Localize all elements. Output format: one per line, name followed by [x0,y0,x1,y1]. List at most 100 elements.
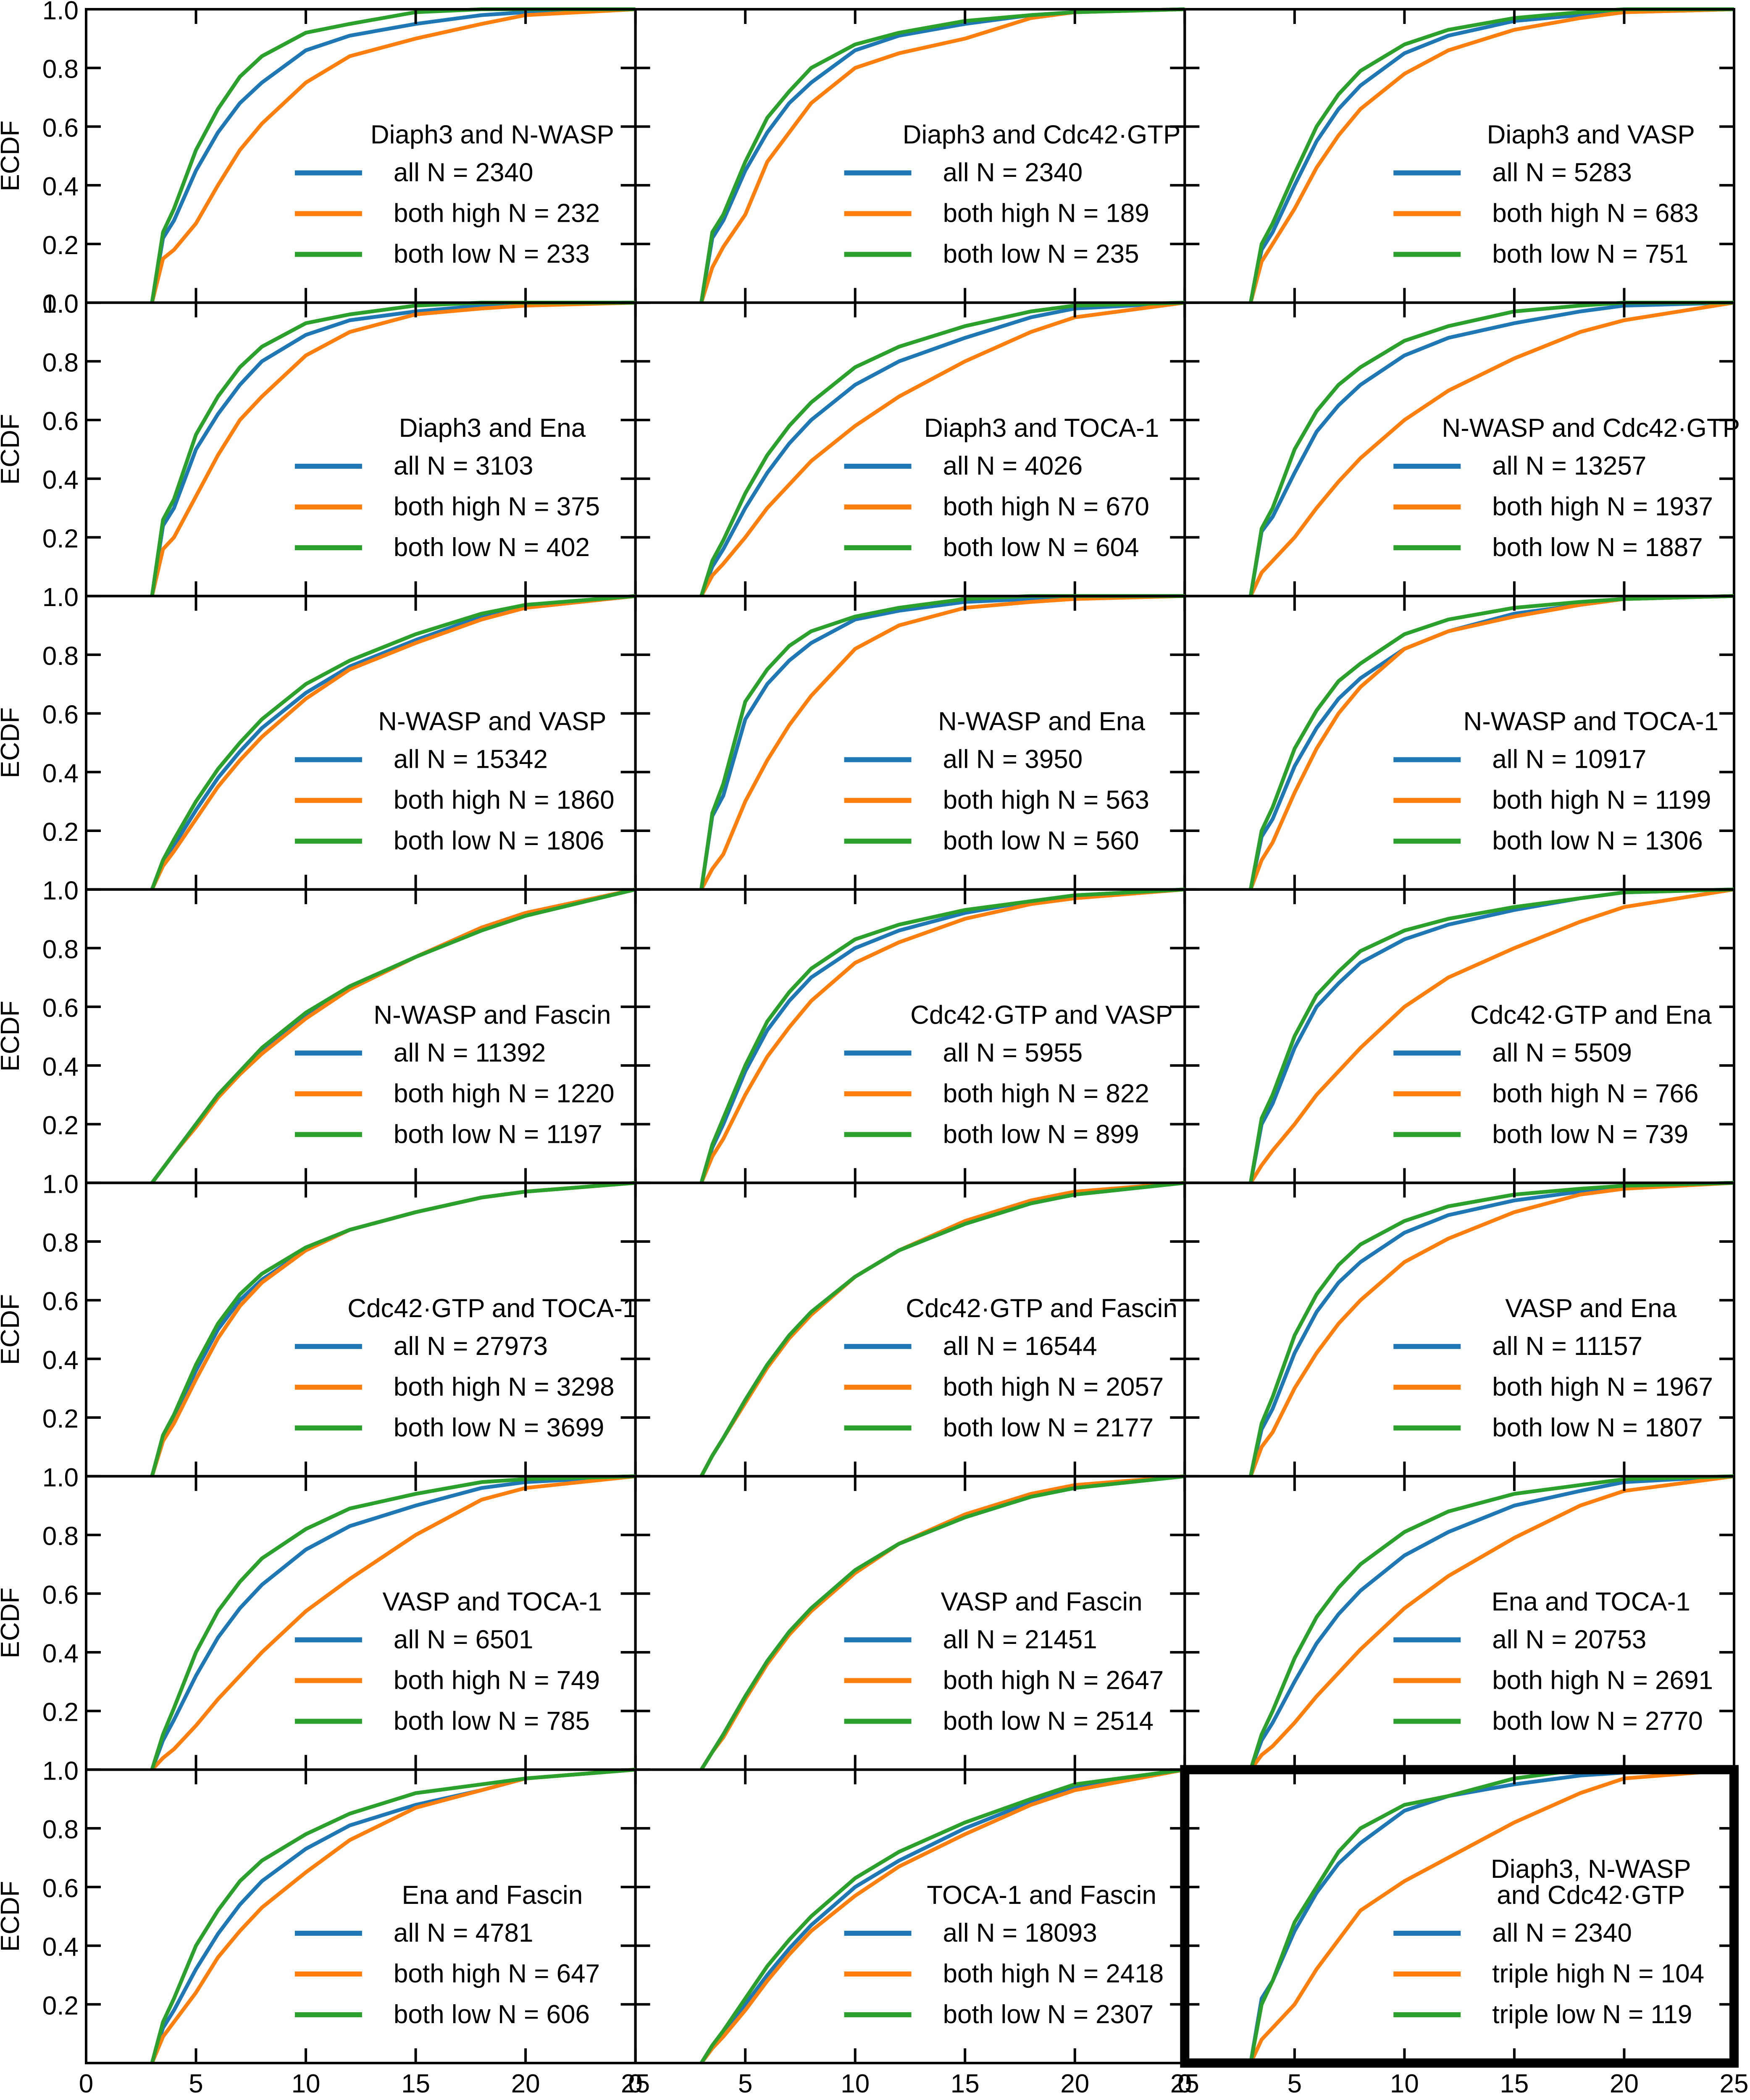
legend-entry: both high N = 232 [394,199,600,228]
legend-entry: all N = 16544 [943,1332,1097,1361]
y-tick-label: 0.2 [42,231,79,260]
legend-title: Diaph3 and VASP [1487,121,1695,150]
series-line-both-low [150,887,636,1184]
y-tick-label: 0.6 [42,701,79,730]
legend-entry: both low N = 1806 [394,827,604,856]
y-tick-label: 0.2 [42,1698,79,1727]
series-line-both-high [150,1767,636,2064]
y-tick-label: 0.6 [42,1874,79,1903]
x-tick-label: 15 [401,2069,430,2098]
legend-entry: both low N = 606 [394,2000,590,2029]
series-line-all [150,594,636,890]
panel-9: 0.2 0.4 0.6 0.8 1.0 ECDF N-WASP and Fascin all … [0,877,637,1184]
legend-entry: all N = 18093 [943,1919,1097,1948]
legend-title: N-WASP and Cdc42·GTP [1442,414,1740,443]
legend-entry: all N = 21451 [943,1625,1097,1654]
y-tick-label: 0.8 [42,642,79,671]
x-tick-label: 20 [1610,2069,1639,2098]
series-line-both-high [699,887,1185,1184]
y-tick-label: 0.2 [42,524,79,553]
legend-entry: both low N = 3699 [394,1413,604,1442]
series-line-triple-high [1249,1767,1734,2064]
legend-entry: both low N = 402 [394,533,590,562]
legend-entry: both low N = 235 [943,240,1139,269]
legend-entry: all N = 11157 [1492,1332,1642,1361]
legend-entry: both high N = 647 [394,1959,600,1988]
x-tick-label: 25 [621,2069,650,2098]
y-tick-label: 0.4 [42,1053,79,1082]
x-tick-label: 10 [841,2069,870,2098]
legend-entry: both high N = 375 [394,492,600,521]
x-tick-label: 25 [1170,2069,1199,2098]
legend-entry: both low N = 2307 [943,2000,1154,2029]
panel-8: N-WASP and TOCA-1 all N = 10917 both high … [1183,594,1735,891]
legend-title: Diaph3 and N-WASP [370,121,614,150]
y-tick-label: 0.2 [42,1991,79,2020]
legend-entry: both high N = 1937 [1492,492,1713,521]
panel-18: 0.2 0.4 0.6 0.8 1.0 ECDF 0 5 10 15 20 25 FLS length … [0,1756,650,2100]
panel-1: Diaph3 and Cdc42·GTP all N = 2340 both hig… [634,7,1186,304]
panel-10: Cdc42·GTP and VASP all N = 5955 both high … [634,887,1186,1184]
series-line-both-low [699,7,1185,303]
y-tick-label: 0.2 [42,1404,79,1433]
legend-entry: all N = 13257 [1492,452,1646,480]
x-tick-label: 10 [292,2069,321,2098]
x-tick-label: 5 [1288,2069,1302,2098]
legend-entry: all N = 3103 [394,452,533,480]
series-line-both-high [1249,594,1734,890]
panel-16: VASP and Fascin all N = 21451 both high N … [634,1474,1186,1771]
series-line-both-high [1249,1474,1734,1771]
legend-title: VASP and Ena [1505,1294,1676,1323]
y-tick-label: 0.6 [42,1580,79,1609]
y-tick-label: 0.4 [42,1639,79,1668]
legend-entry: both low N = 1197 [394,1120,602,1149]
legend-entry: both low N = 751 [1492,240,1688,269]
x-axis-label: FLS length [µm] [1367,2097,1552,2100]
series-line-both-low [1248,594,1734,890]
x-tick-label: 0 [79,2069,93,2098]
y-axis-label: ECDF [0,1881,25,1952]
y-axis-label: ECDF [0,121,25,192]
series-line-both-low [1248,301,1734,596]
series-line-all [1248,1181,1734,1477]
legend-title: N-WASP and VASP [378,707,606,736]
legend-entry: both low N = 1887 [1492,533,1703,562]
panel-7: N-WASP and Ena all N = 3950 both high N = … [634,594,1186,891]
y-tick-label: 0.2 [42,1111,79,1140]
legend-entry: both low N = 785 [394,1706,590,1735]
legend-title: Cdc42·GTP and Ena [1470,1000,1712,1029]
series-line-both-low [699,301,1185,597]
x-tick-label: 0 [1177,2069,1192,2098]
y-tick-label: 0.4 [42,466,79,495]
x-tick-label: 25 [1720,2069,1749,2098]
y-axis-label: ECDF [0,414,25,485]
series-line-both-low [1248,887,1734,1184]
legend-title: Ena and TOCA-1 [1492,1587,1690,1616]
y-tick-label: 1.0 [42,1170,79,1199]
y-tick-label: 1.0 [42,583,79,612]
legend-title: VASP and Fascin [941,1587,1142,1616]
y-tick-label: 0.6 [42,1287,79,1316]
legend-entry: both high N = 749 [394,1666,600,1695]
legend-entry: both low N = 2770 [1492,1706,1703,1735]
series-line-all [1248,301,1734,596]
legend-title: Diaph3 and Cdc42·GTP [903,121,1181,150]
legend-entry: all N = 20753 [1492,1625,1646,1654]
legend-entry: both high N = 683 [1492,199,1698,228]
legend-title: Diaph3 and Ena [399,414,586,443]
series-line-all [699,594,1185,890]
legend-entry: both high N = 2057 [943,1373,1164,1402]
y-tick-label: 0.8 [42,1228,79,1257]
panel-0: 0.0 0.2 0.4 0.6 0.8 1.0 ECDF Diaph3 and N-WASP a… [0,0,637,319]
legend-entry: both high N = 670 [943,492,1149,521]
panel-20: 0510152025FLS length [µm]Diaph3, N-WASPa… [1177,1765,1749,2100]
y-tick-label: 0.6 [42,994,79,1023]
legend-entry: all N = 2340 [943,158,1083,187]
panel-3: 0.2 0.4 0.6 0.8 1.0 ECDF Diaph3 and Ena all N =… [0,290,637,598]
series-line-both-high [1249,301,1734,597]
y-axis-label: ECDF [0,1294,25,1365]
y-tick-label: 0.8 [42,55,79,84]
panel-17: Ena and TOCA-1 all N = 20753 both high N =… [1183,1474,1735,1771]
series-line-both-low [150,594,636,890]
